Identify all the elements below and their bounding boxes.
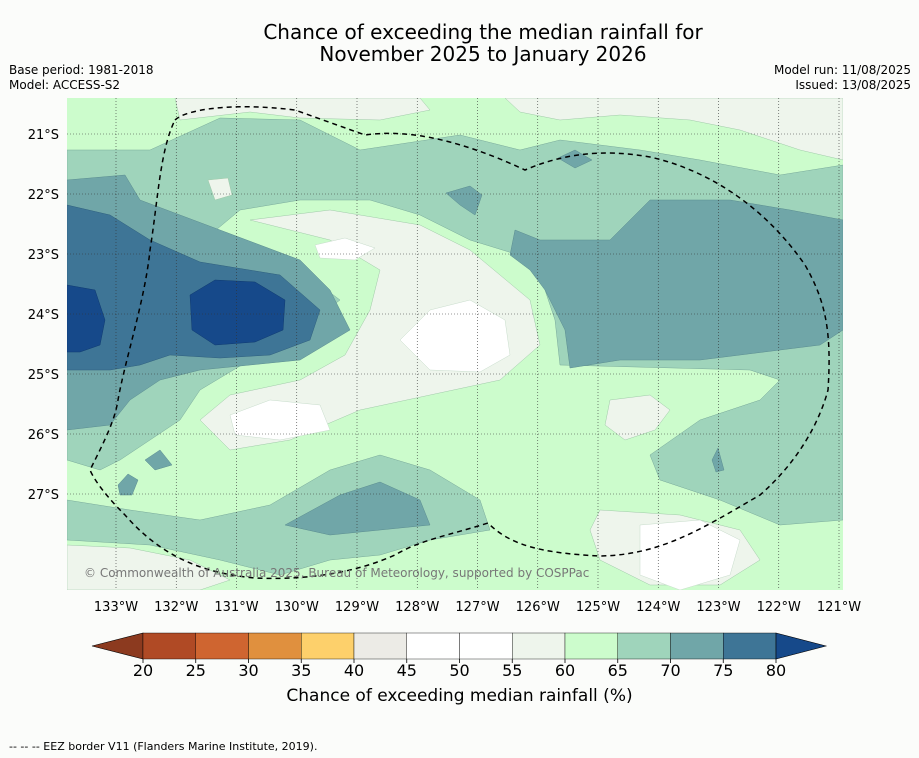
colorbar-segment (617, 632, 671, 660)
model-run: Model run: 11/08/2025 (773, 63, 911, 77)
longitude-label: 123°W (696, 600, 740, 615)
longitude-label: 132°W (154, 600, 198, 615)
colorbar-segment (142, 632, 196, 660)
colorbar-tick-label: 40 (344, 661, 364, 680)
contour-55-60-spot (207, 177, 233, 201)
contour-70-75-spot-se (711, 447, 725, 473)
contour-70-75-spot-sw (144, 449, 173, 471)
colorbar-segment (670, 632, 724, 660)
longitude-label: 127°W (455, 600, 499, 615)
colorbar-high-extend (775, 632, 828, 660)
latitude-label: 26°S (28, 428, 59, 443)
colorbar-tick-label: 55 (502, 661, 522, 680)
contour-50-55-north (314, 237, 376, 261)
latitude-label: 21°S (28, 128, 59, 143)
colorbar-segment (564, 632, 618, 660)
colorbar-label: Chance of exceeding median rainfall (%) (286, 686, 633, 706)
colorbar-segment (512, 632, 566, 660)
colorbar-tick-label: 60 (555, 661, 575, 680)
colorbar-segment (248, 632, 302, 660)
contour-55-60-center (199, 209, 541, 451)
longitude-label: 131°W (214, 600, 258, 615)
latitude-label: 22°S (28, 188, 59, 203)
colorbar-tick-label: 50 (449, 661, 469, 680)
copyright-text: © Commonwealth of Australia 2025, Bureau… (84, 566, 589, 580)
contour-70-75-spot-ne (557, 149, 593, 169)
colorbar-segment (301, 632, 355, 660)
latitude-labels: 21°S 22°S 23°S 24°S 25°S 26°S 27°S (28, 128, 59, 503)
base-period: Base period: 1981-2018 (9, 63, 154, 77)
latitude-label: 24°S (28, 308, 59, 323)
longitude-label: 122°W (757, 600, 801, 615)
longitude-labels: 133°W 132°W 131°W 130°W 129°W 128°W 127°W 126°W… (94, 600, 861, 615)
longitude-label: 133°W (94, 600, 138, 615)
colorbar-tick-label: 30 (238, 661, 258, 680)
model-name: Model: ACCESS-S2 (9, 78, 121, 92)
contour-55-60-northeast (504, 98, 843, 161)
colorbar-segment (723, 632, 777, 660)
colorbar-segment (459, 632, 513, 660)
latitude-label: 25°S (28, 368, 59, 383)
colorbar: 20 25 30 35 40 45 50 55 60 65 70 75 80 (91, 632, 828, 680)
map-title-line2: November 2025 to January 2026 (319, 42, 647, 66)
contour-70-75-spot-north (445, 185, 483, 216)
map-contours (67, 98, 843, 590)
contour-80-plus-center (189, 279, 286, 346)
issued-date: Issued: 13/08/2025 (795, 78, 911, 92)
colorbar-tick-label: 70 (660, 661, 680, 680)
longitude-label: 129°W (335, 600, 379, 615)
contour-55-60-east (604, 394, 671, 441)
longitude-label: 121°W (817, 600, 861, 615)
colorbar-tick-label: 20 (133, 661, 153, 680)
contour-50-55-southeast (639, 519, 741, 590)
colorbar-segment (406, 632, 460, 660)
longitude-label: 125°W (576, 600, 620, 615)
contour-55-60-southwest (67, 544, 231, 590)
contour-70-75-spot-w (117, 473, 139, 496)
colorbar-tick-label: 35 (291, 661, 311, 680)
colorbar-tick-label: 45 (397, 661, 417, 680)
contour-50-55-west (229, 399, 331, 441)
latitude-label: 23°S (28, 248, 59, 263)
colorbar-tick-label: 25 (186, 661, 206, 680)
colorbar-segment (195, 632, 249, 660)
contour-50-55-center (399, 299, 511, 373)
eez-footnote: -- -- -- EEZ border V11 (Flanders Marine… (9, 740, 318, 753)
contour-70-75-east (509, 199, 843, 369)
colorbar-tick-label: 80 (766, 661, 786, 680)
colorbar-tick-label: 75 (713, 661, 733, 680)
colorbar-tick-label: 65 (608, 661, 628, 680)
longitude-label: 128°W (395, 600, 439, 615)
longitude-label: 126°W (516, 600, 560, 615)
longitude-label: 130°W (275, 600, 319, 615)
contour-70-75-south (284, 481, 431, 536)
colorbar-segment (353, 632, 407, 660)
meta-right: Model run: 11/08/2025 Issued: 13/08/2025 (774, 63, 911, 93)
meta-left: Base period: 1981-2018 Model: ACCESS-S2 (9, 63, 154, 93)
contour-55-60-north (174, 98, 431, 121)
map-title-line1: Chance of exceeding the median rainfall … (263, 20, 703, 44)
contour-80-plus-west (67, 284, 106, 353)
colorbar-low-extend (91, 632, 144, 660)
latitude-label: 27°S (28, 488, 59, 503)
graticule (67, 98, 843, 590)
longitude-label: 124°W (636, 600, 680, 615)
